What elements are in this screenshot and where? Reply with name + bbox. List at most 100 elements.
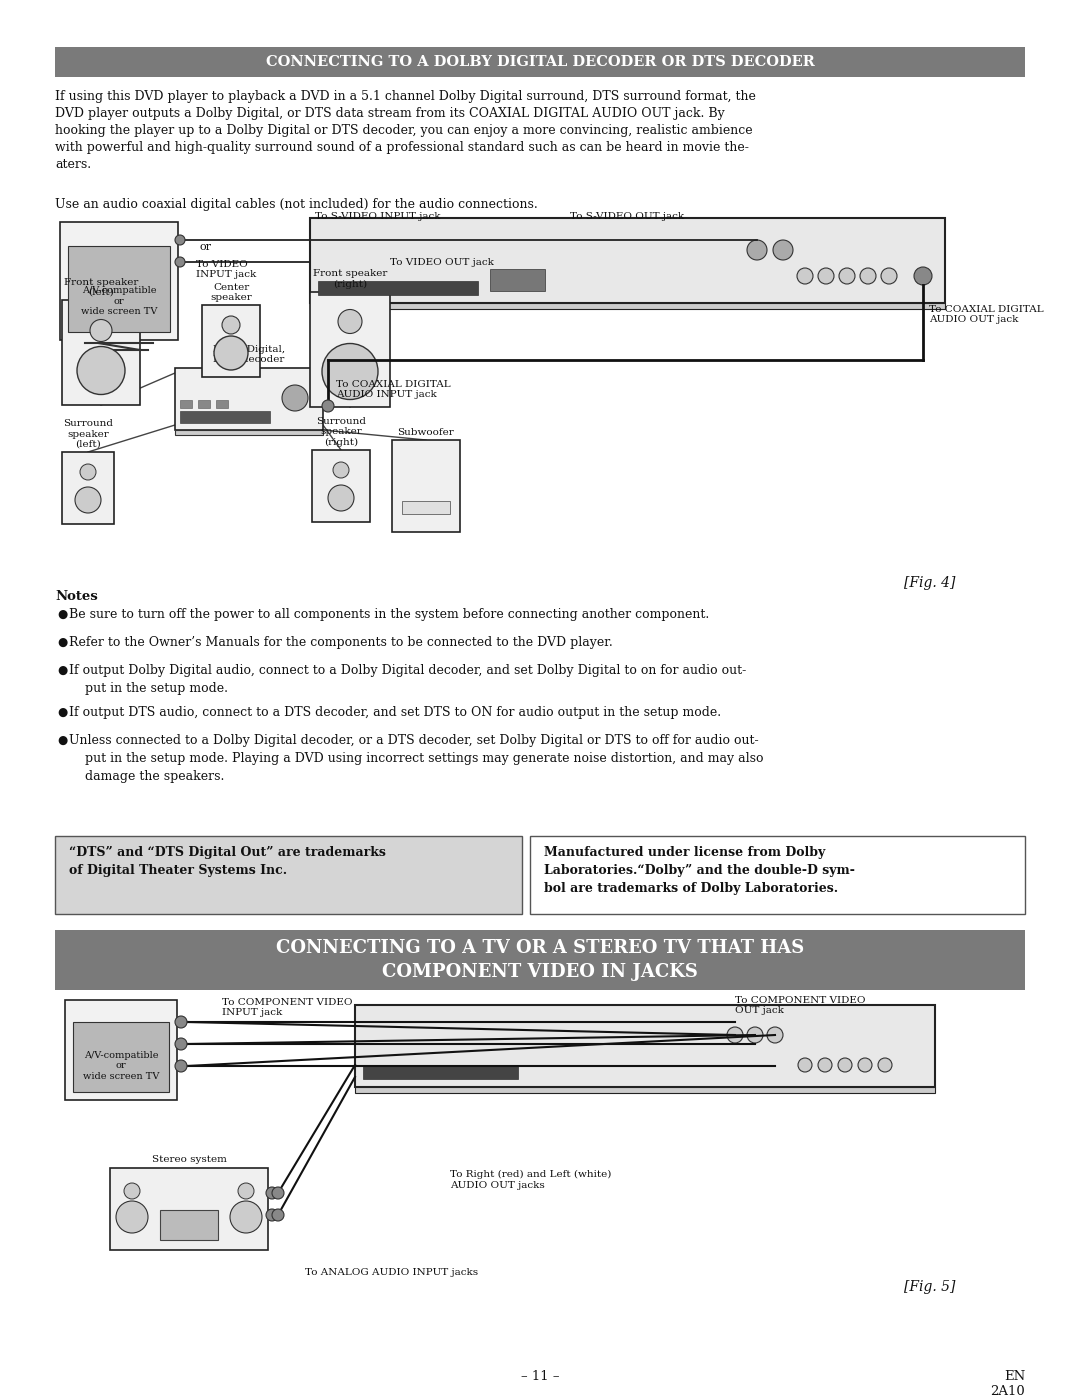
Bar: [355, 1004, 935, 1087]
Circle shape: [124, 1183, 140, 1199]
Text: Surround
speaker
(left): Surround speaker (left): [63, 419, 113, 448]
Text: Subwoofer: Subwoofer: [397, 427, 455, 437]
Text: A/V-compatible
or
wide screen TV: A/V-compatible or wide screen TV: [83, 1051, 159, 1081]
Circle shape: [266, 1208, 278, 1221]
Circle shape: [767, 1027, 783, 1044]
Circle shape: [230, 1201, 262, 1234]
Bar: [55, 835, 522, 914]
Text: CONNECTING TO A TV OR A STEREO TV THAT HAS
COMPONENT VIDEO IN JACKS: CONNECTING TO A TV OR A STEREO TV THAT H…: [275, 939, 805, 981]
Circle shape: [322, 344, 378, 400]
Circle shape: [860, 268, 876, 284]
Circle shape: [214, 337, 248, 370]
Text: [Fig. 5]: [Fig. 5]: [904, 1280, 955, 1294]
Text: ●: ●: [57, 705, 67, 719]
Text: To COAXIAL DIGITAL
AUDIO OUT jack: To COAXIAL DIGITAL AUDIO OUT jack: [929, 305, 1043, 324]
Text: ●: ●: [57, 608, 67, 622]
Bar: [65, 1000, 177, 1099]
Bar: [490, 270, 545, 291]
Bar: [180, 411, 270, 423]
Text: If using this DVD player to playback a DVD in a 5.1 channel Dolby Digital surrou: If using this DVD player to playback a D…: [55, 89, 756, 170]
Text: EN
2A10: EN 2A10: [990, 1370, 1025, 1397]
Circle shape: [747, 1027, 762, 1044]
Text: To ANALOG AUDIO INPUT jacks: To ANALOG AUDIO INPUT jacks: [305, 1268, 478, 1277]
Circle shape: [839, 268, 855, 284]
Bar: [318, 281, 478, 295]
Bar: [160, 1210, 218, 1241]
Circle shape: [175, 1038, 187, 1051]
Circle shape: [77, 346, 125, 394]
Circle shape: [838, 1058, 852, 1071]
Text: To COAXIAL DIGITAL
AUDIO INPUT jack: To COAXIAL DIGITAL AUDIO INPUT jack: [336, 380, 450, 400]
Text: Front speaker
(left): Front speaker (left): [64, 278, 138, 298]
Bar: [312, 450, 370, 522]
Bar: [68, 246, 170, 332]
Text: Unless connected to a Dolby Digital decoder, or a DTS decoder, set Dolby Digital: Unless connected to a Dolby Digital deco…: [69, 733, 764, 782]
Text: ●: ●: [57, 636, 67, 650]
Bar: [175, 430, 323, 434]
Bar: [216, 400, 228, 408]
Circle shape: [727, 1027, 743, 1044]
Circle shape: [798, 1058, 812, 1071]
Circle shape: [773, 240, 793, 260]
Text: ●: ●: [57, 664, 67, 678]
Text: CONNECTING TO A DOLBY DIGITAL DECODER OR DTS DECODER: CONNECTING TO A DOLBY DIGITAL DECODER OR…: [266, 54, 814, 68]
Bar: [55, 47, 1025, 77]
Bar: [180, 400, 192, 408]
Circle shape: [858, 1058, 872, 1071]
Text: or: or: [200, 242, 212, 251]
Text: A/V-compatible
or
wide screen TV: A/V-compatible or wide screen TV: [81, 286, 158, 316]
Text: To VIDEO OUT jack: To VIDEO OUT jack: [390, 258, 494, 267]
Circle shape: [75, 488, 102, 513]
Text: To S-VIDEO OUT jack: To S-VIDEO OUT jack: [570, 212, 684, 221]
Circle shape: [328, 485, 354, 511]
Circle shape: [797, 268, 813, 284]
Circle shape: [914, 267, 932, 285]
Bar: [392, 440, 460, 532]
Circle shape: [818, 1058, 832, 1071]
Text: To COMPONENT VIDEO
INPUT jack: To COMPONENT VIDEO INPUT jack: [222, 997, 352, 1017]
Circle shape: [747, 240, 767, 260]
Circle shape: [878, 1058, 892, 1071]
Bar: [73, 1023, 168, 1092]
Bar: [60, 222, 178, 339]
Circle shape: [116, 1201, 148, 1234]
Circle shape: [272, 1187, 284, 1199]
Bar: [310, 292, 390, 407]
Text: Surround
speaker
(right): Surround speaker (right): [316, 418, 366, 447]
Circle shape: [175, 235, 185, 244]
Circle shape: [222, 316, 240, 334]
Text: Dolby Digital,
DTS  decoder: Dolby Digital, DTS decoder: [213, 345, 285, 365]
Bar: [62, 453, 114, 524]
Bar: [175, 367, 323, 430]
Circle shape: [322, 400, 334, 412]
Text: If output DTS audio, connect to a DTS decoder, and set DTS to ON for audio outpu: If output DTS audio, connect to a DTS de…: [69, 705, 721, 719]
Bar: [198, 400, 210, 408]
Bar: [402, 502, 450, 514]
Text: Be sure to turn off the power to all components in the system before connecting : Be sure to turn off the power to all com…: [69, 608, 710, 622]
Text: – 11 –: – 11 –: [521, 1370, 559, 1383]
Text: Center
speaker: Center speaker: [211, 282, 252, 302]
Text: If output Dolby Digital audio, connect to a Dolby Digital decoder, and set Dolby: If output Dolby Digital audio, connect t…: [69, 664, 746, 694]
Circle shape: [333, 462, 349, 478]
Text: Use an audio coaxial digital cables (not included) for the audio connections.: Use an audio coaxial digital cables (not…: [55, 198, 538, 211]
Text: To COMPONENT VIDEO
OUT jack: To COMPONENT VIDEO OUT jack: [735, 996, 865, 1016]
Bar: [363, 1065, 518, 1078]
Text: Manufactured under license from Dolby
Laboratories.“Dolby” and the double-D sym-: Manufactured under license from Dolby La…: [544, 847, 855, 895]
Circle shape: [881, 268, 897, 284]
Bar: [110, 1168, 268, 1250]
Text: To S-VIDEO INPUT jack: To S-VIDEO INPUT jack: [315, 212, 441, 221]
Text: ●: ●: [57, 733, 67, 747]
Text: Refer to the Owner’s Manuals for the components to be connected to the DVD playe: Refer to the Owner’s Manuals for the com…: [69, 636, 612, 650]
Circle shape: [282, 386, 308, 411]
Text: [Fig. 4]: [Fig. 4]: [904, 576, 955, 590]
Bar: [310, 303, 945, 309]
Bar: [202, 305, 260, 377]
Circle shape: [80, 464, 96, 481]
Circle shape: [175, 1060, 187, 1071]
Bar: [355, 1087, 935, 1092]
Circle shape: [272, 1208, 284, 1221]
Text: “DTS” and “DTS Digital Out” are trademarks
of Digital Theater Systems Inc.: “DTS” and “DTS Digital Out” are trademar…: [69, 847, 386, 877]
Bar: [55, 930, 1025, 990]
Bar: [62, 300, 140, 405]
Text: To VIDEO
INPUT jack: To VIDEO INPUT jack: [195, 260, 256, 279]
